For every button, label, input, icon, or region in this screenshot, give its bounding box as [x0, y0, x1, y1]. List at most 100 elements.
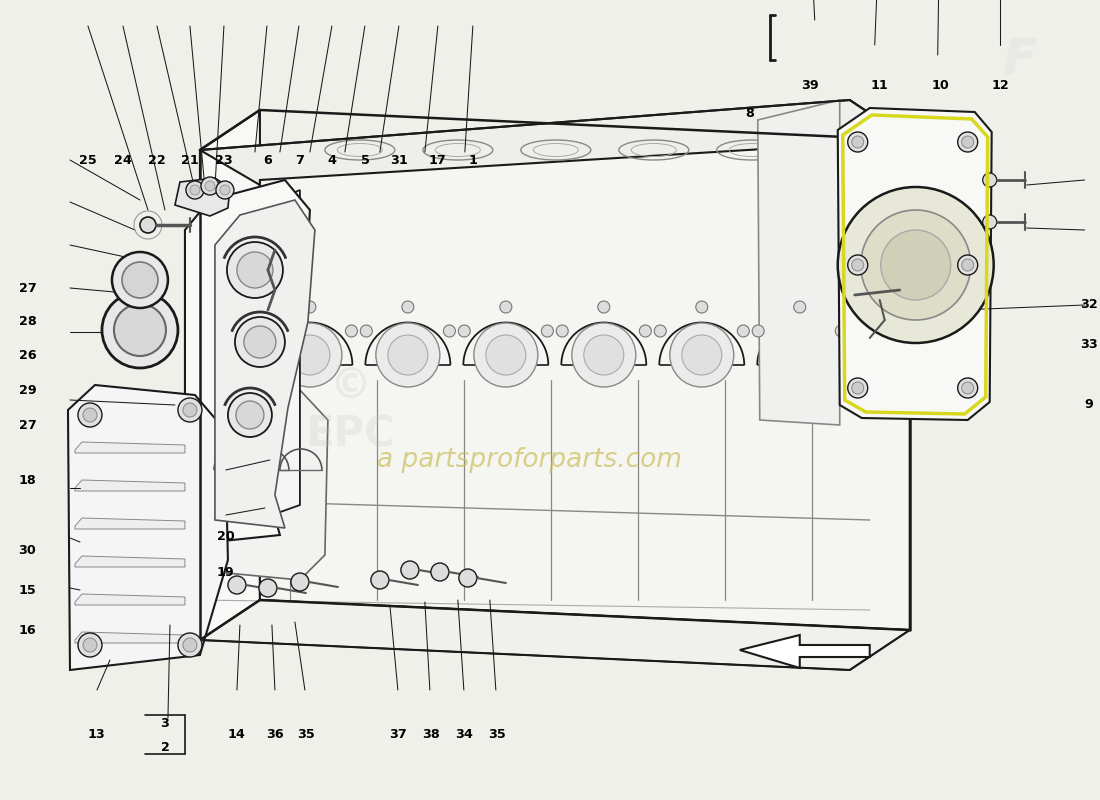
Polygon shape — [758, 100, 839, 425]
Circle shape — [235, 401, 264, 429]
Circle shape — [244, 326, 276, 358]
Circle shape — [82, 638, 97, 652]
Circle shape — [597, 301, 609, 313]
Circle shape — [459, 569, 476, 587]
Circle shape — [114, 304, 166, 356]
Text: a partsproforparts.com: a partsproforparts.com — [377, 447, 682, 473]
Text: 35: 35 — [488, 728, 506, 741]
Circle shape — [371, 571, 389, 589]
Circle shape — [654, 325, 667, 337]
Circle shape — [958, 378, 978, 398]
Text: 19: 19 — [217, 566, 234, 578]
Circle shape — [304, 301, 316, 313]
Circle shape — [178, 398, 202, 422]
Text: 27: 27 — [19, 419, 36, 432]
Circle shape — [851, 136, 864, 148]
Circle shape — [402, 301, 414, 313]
Circle shape — [961, 382, 974, 394]
Circle shape — [345, 325, 358, 337]
Circle shape — [851, 382, 864, 394]
Circle shape — [499, 301, 512, 313]
Text: 6: 6 — [263, 154, 272, 166]
Circle shape — [112, 252, 168, 308]
Polygon shape — [75, 556, 185, 567]
Polygon shape — [75, 594, 185, 605]
Circle shape — [780, 335, 820, 375]
Circle shape — [122, 262, 158, 298]
Circle shape — [388, 335, 428, 375]
Circle shape — [235, 317, 285, 367]
Text: 23: 23 — [216, 154, 233, 166]
Circle shape — [258, 579, 277, 597]
Circle shape — [178, 633, 202, 657]
Circle shape — [140, 217, 156, 233]
Text: ©
EPC: © EPC — [305, 365, 395, 455]
Circle shape — [752, 325, 764, 337]
Circle shape — [794, 301, 805, 313]
Circle shape — [848, 255, 868, 275]
Circle shape — [961, 259, 974, 271]
Circle shape — [881, 230, 950, 300]
Text: 39: 39 — [802, 79, 820, 92]
Circle shape — [216, 181, 234, 199]
Text: 20: 20 — [217, 530, 234, 542]
Text: 11: 11 — [871, 79, 889, 92]
Circle shape — [227, 242, 283, 298]
Text: 31: 31 — [390, 154, 408, 166]
Text: 18: 18 — [19, 474, 36, 486]
Circle shape — [228, 576, 246, 594]
Circle shape — [958, 255, 978, 275]
Circle shape — [228, 393, 272, 437]
Text: 17: 17 — [429, 154, 447, 166]
Circle shape — [400, 561, 419, 579]
Text: 3: 3 — [161, 717, 169, 730]
Circle shape — [670, 323, 734, 387]
Polygon shape — [75, 442, 185, 453]
Text: 5: 5 — [361, 154, 370, 166]
Circle shape — [102, 292, 178, 368]
Text: 9: 9 — [1085, 398, 1093, 410]
Text: 14: 14 — [228, 728, 245, 741]
Polygon shape — [200, 100, 910, 185]
Polygon shape — [68, 385, 228, 670]
Text: 35: 35 — [297, 728, 315, 741]
Polygon shape — [838, 108, 992, 420]
Circle shape — [860, 210, 970, 320]
Circle shape — [82, 408, 97, 422]
Circle shape — [682, 335, 722, 375]
Circle shape — [848, 132, 868, 152]
Text: 34: 34 — [455, 728, 473, 741]
Text: 8: 8 — [746, 107, 755, 120]
Circle shape — [961, 136, 974, 148]
Circle shape — [183, 638, 197, 652]
Polygon shape — [200, 600, 910, 670]
Polygon shape — [740, 635, 870, 668]
Polygon shape — [75, 632, 185, 643]
Circle shape — [584, 335, 624, 375]
Circle shape — [696, 301, 707, 313]
Circle shape — [982, 215, 997, 229]
Text: 13: 13 — [88, 728, 106, 741]
Circle shape — [639, 325, 651, 337]
Circle shape — [190, 185, 200, 195]
Circle shape — [220, 185, 230, 195]
Circle shape — [838, 187, 993, 343]
Circle shape — [361, 325, 372, 337]
Circle shape — [541, 325, 553, 337]
Circle shape — [183, 403, 197, 417]
Text: 12: 12 — [992, 79, 1010, 92]
Circle shape — [376, 323, 440, 387]
Polygon shape — [214, 200, 315, 528]
Text: 26: 26 — [19, 350, 36, 362]
Circle shape — [557, 325, 569, 337]
Text: 2: 2 — [161, 741, 169, 754]
Polygon shape — [191, 385, 328, 580]
Circle shape — [958, 132, 978, 152]
Circle shape — [737, 325, 749, 337]
Circle shape — [431, 563, 449, 581]
Polygon shape — [230, 190, 300, 530]
Circle shape — [982, 173, 997, 187]
Text: 24: 24 — [114, 154, 132, 166]
Text: 28: 28 — [19, 315, 36, 328]
Text: 30: 30 — [19, 544, 36, 557]
